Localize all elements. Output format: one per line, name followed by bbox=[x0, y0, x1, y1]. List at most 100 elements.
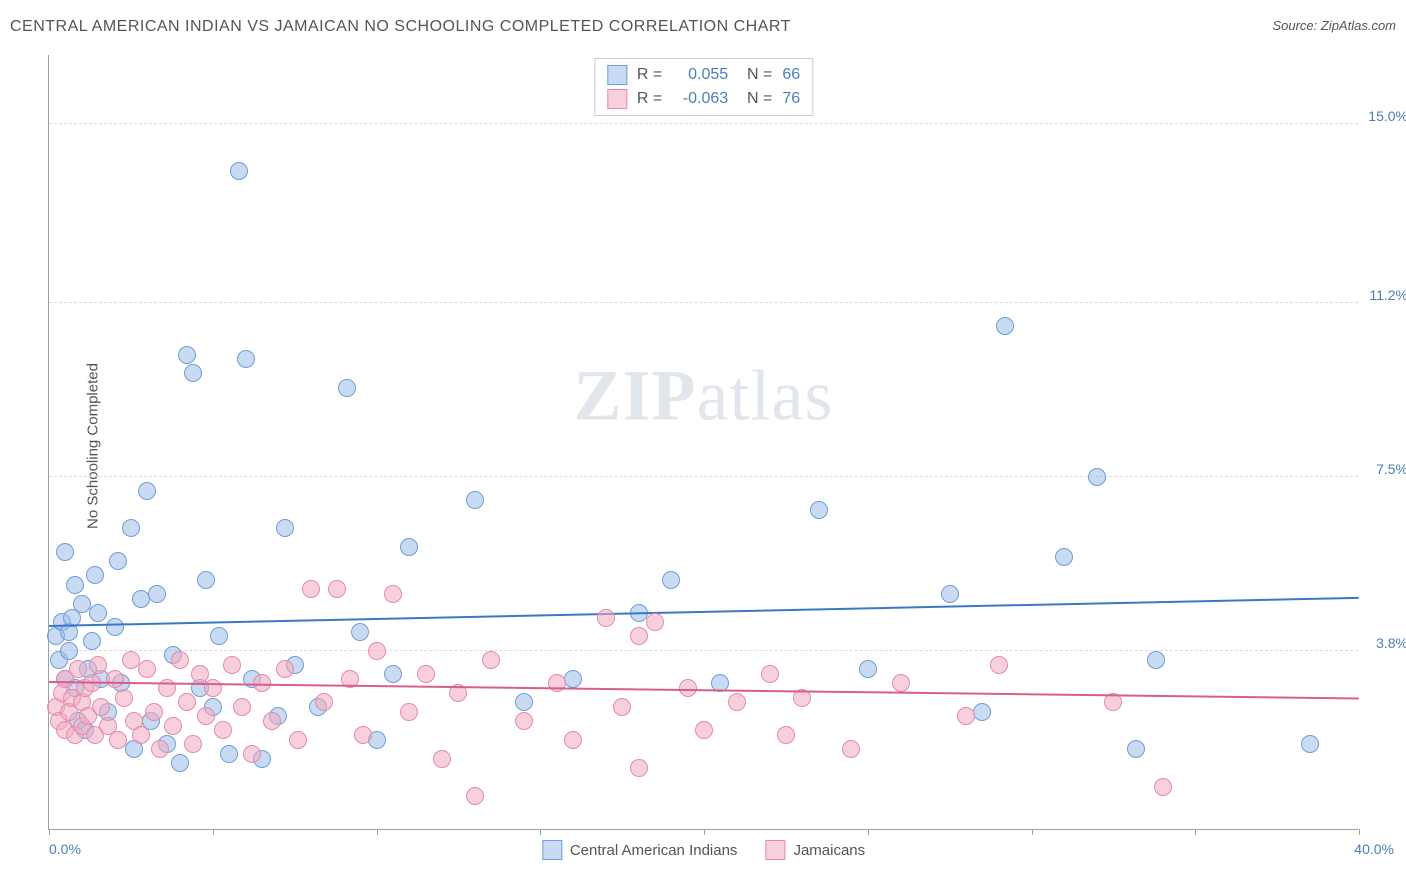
data-point bbox=[315, 693, 333, 711]
stats-n-label: N = bbox=[738, 87, 772, 111]
data-point bbox=[384, 585, 402, 603]
gridline bbox=[49, 476, 1358, 477]
trend-line bbox=[49, 597, 1359, 627]
data-point bbox=[86, 566, 104, 584]
x-tick bbox=[49, 829, 50, 835]
data-point bbox=[400, 703, 418, 721]
data-point bbox=[197, 707, 215, 725]
data-point bbox=[171, 651, 189, 669]
data-point bbox=[548, 674, 566, 692]
stats-n-value: 66 bbox=[782, 63, 800, 87]
data-point bbox=[941, 585, 959, 603]
data-point bbox=[777, 726, 795, 744]
data-point bbox=[328, 580, 346, 598]
data-point bbox=[83, 632, 101, 650]
legend-label: Jamaicans bbox=[793, 842, 865, 859]
data-point bbox=[122, 519, 140, 537]
stats-n-value: 76 bbox=[782, 87, 800, 111]
legend-label: Central American Indians bbox=[570, 842, 738, 859]
data-point bbox=[482, 651, 500, 669]
data-point bbox=[106, 618, 124, 636]
data-point bbox=[842, 740, 860, 758]
data-point bbox=[92, 698, 110, 716]
data-point bbox=[1147, 651, 1165, 669]
stats-box: R =0.055 N =66R =-0.063 N =76 bbox=[594, 58, 813, 116]
stats-r-label: R = bbox=[637, 87, 662, 111]
data-point bbox=[1301, 735, 1319, 753]
stats-n-label: N = bbox=[738, 63, 772, 87]
y-tick-label: 11.2% bbox=[1362, 287, 1406, 303]
data-point bbox=[859, 660, 877, 678]
legend-item: Jamaicans bbox=[765, 840, 865, 860]
data-point bbox=[73, 595, 91, 613]
data-point bbox=[132, 726, 150, 744]
data-point bbox=[233, 698, 251, 716]
data-point bbox=[302, 580, 320, 598]
data-point bbox=[109, 731, 127, 749]
source-label: Source: ZipAtlas.com bbox=[1272, 18, 1396, 33]
data-point bbox=[89, 604, 107, 622]
data-point bbox=[276, 519, 294, 537]
x-tick bbox=[1195, 829, 1196, 835]
trend-line bbox=[49, 681, 1359, 699]
data-point bbox=[597, 609, 615, 627]
y-tick-label: 15.0% bbox=[1362, 108, 1406, 124]
data-point bbox=[646, 613, 664, 631]
gridline bbox=[49, 302, 1358, 303]
legend-swatch bbox=[765, 840, 785, 860]
stats-swatch bbox=[607, 89, 627, 109]
x-axis-start-label: 0.0% bbox=[49, 841, 81, 857]
data-point bbox=[289, 731, 307, 749]
data-point bbox=[138, 482, 156, 500]
gridline bbox=[49, 123, 1358, 124]
stats-r-value: 0.055 bbox=[672, 63, 728, 87]
data-point bbox=[66, 576, 84, 594]
data-point bbox=[338, 379, 356, 397]
data-point bbox=[695, 721, 713, 739]
x-tick bbox=[377, 829, 378, 835]
legend-item: Central American Indians bbox=[542, 840, 738, 860]
data-point bbox=[60, 642, 78, 660]
data-point bbox=[351, 623, 369, 641]
data-point bbox=[184, 364, 202, 382]
data-point bbox=[164, 717, 182, 735]
data-point bbox=[400, 538, 418, 556]
data-point bbox=[630, 627, 648, 645]
data-point bbox=[761, 665, 779, 683]
data-point bbox=[178, 346, 196, 364]
data-point bbox=[368, 642, 386, 660]
data-point bbox=[417, 665, 435, 683]
data-point bbox=[109, 552, 127, 570]
data-point bbox=[210, 627, 228, 645]
data-point bbox=[515, 712, 533, 730]
legend: Central American Indians Jamaicans bbox=[542, 840, 865, 860]
data-point bbox=[630, 759, 648, 777]
x-tick bbox=[213, 829, 214, 835]
stats-row: R =0.055 N =66 bbox=[607, 63, 800, 87]
data-point bbox=[433, 750, 451, 768]
data-point bbox=[197, 571, 215, 589]
data-point bbox=[263, 712, 281, 730]
data-point bbox=[1055, 548, 1073, 566]
data-point bbox=[184, 735, 202, 753]
watermark-rest: atlas bbox=[697, 355, 834, 435]
data-point bbox=[214, 721, 232, 739]
data-point bbox=[564, 731, 582, 749]
data-point bbox=[728, 693, 746, 711]
data-point bbox=[1127, 740, 1145, 758]
data-point bbox=[515, 693, 533, 711]
data-point bbox=[892, 674, 910, 692]
stats-swatch bbox=[607, 65, 627, 85]
data-point bbox=[996, 317, 1014, 335]
data-point bbox=[204, 679, 222, 697]
data-point bbox=[148, 585, 166, 603]
gridline bbox=[49, 650, 1358, 651]
legend-swatch bbox=[542, 840, 562, 860]
data-point bbox=[990, 656, 1008, 674]
data-point bbox=[151, 740, 169, 758]
stats-row: R =-0.063 N =76 bbox=[607, 87, 800, 111]
data-point bbox=[384, 665, 402, 683]
data-point bbox=[56, 543, 74, 561]
data-point bbox=[230, 162, 248, 180]
x-tick bbox=[540, 829, 541, 835]
